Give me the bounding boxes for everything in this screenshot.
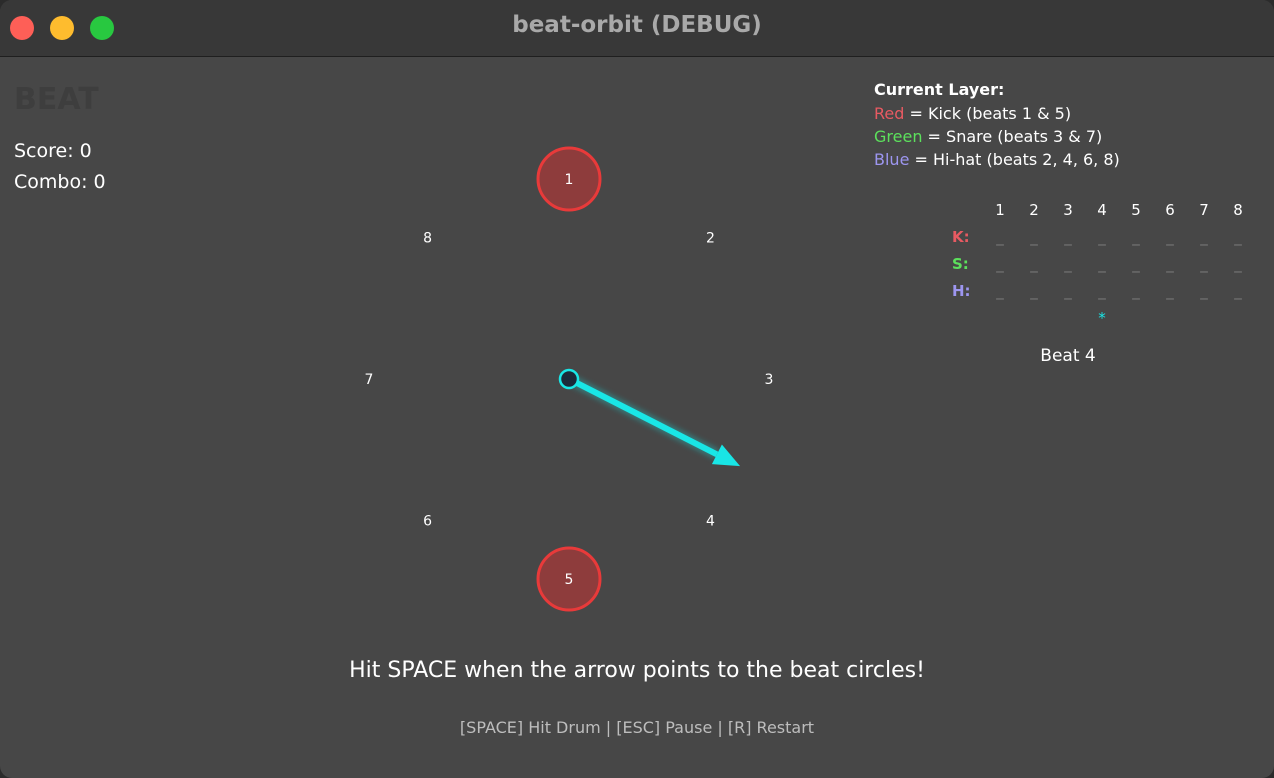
grid-cell: _ (1132, 228, 1140, 246)
grid-cell: _ (1200, 282, 1208, 300)
grid-cell: _ (996, 282, 1004, 300)
beat-number-label: 3 (765, 372, 774, 388)
beat-number-label: 1 (565, 172, 574, 188)
grid-cell: _ (1064, 228, 1072, 246)
current-beat-marker: * (1098, 309, 1106, 327)
grid-column-header: 4 (1097, 201, 1107, 219)
grid-cell: _ (996, 255, 1004, 273)
maximize-window-button[interactable] (90, 16, 114, 40)
orbit-arrow-shaft (567, 376, 719, 458)
grid-cell: _ (1234, 255, 1242, 273)
beat-number-label: 2 (706, 231, 715, 247)
grid-cell: _ (1166, 228, 1174, 246)
grid-cell: _ (1098, 255, 1106, 273)
legend-title: Current Layer: (874, 80, 1005, 99)
grid-cell: _ (1030, 228, 1038, 246)
grid-cell: _ (1098, 228, 1106, 246)
legend-item-hihat: Blue = Hi-hat (beats 2, 4, 6, 8) (874, 150, 1120, 169)
legend-text: = Kick (beats 1 & 5) (904, 104, 1072, 123)
combo-readout: Combo: 0 (14, 171, 106, 193)
grid-cell: _ (1064, 282, 1072, 300)
grid-row-label: S: (952, 255, 969, 273)
window-title: beat-orbit (DEBUG) (512, 12, 762, 38)
grid-cell: _ (1200, 228, 1208, 246)
beat-target-circle (536, 146, 602, 212)
grid-cell: _ (1166, 282, 1174, 300)
legend-color-word: Blue (874, 150, 910, 169)
grid-row-label: K: (952, 228, 970, 246)
legend-text: = Hi-hat (beats 2, 4, 6, 8) (909, 150, 1120, 169)
grid-cell: _ (1132, 255, 1140, 273)
grid-cell: _ (1132, 282, 1140, 300)
grid-cell: _ (1098, 282, 1106, 300)
grid-cell: _ (1030, 255, 1038, 273)
beat-number-label: 8 (423, 231, 432, 247)
grid-column-header: 2 (1029, 201, 1039, 219)
close-window-button[interactable] (10, 16, 34, 40)
grid-column-header: 3 (1063, 201, 1073, 219)
orbit-center-pivot (558, 368, 580, 390)
instruction-text: Hit SPACE when the arrow points to the b… (349, 658, 925, 683)
beat-number-label: 6 (423, 513, 432, 529)
grid-cell: _ (1234, 228, 1242, 246)
legend-item-snare: Green = Snare (beats 3 & 7) (874, 127, 1102, 146)
beat-target-circle (536, 546, 602, 612)
title-bar: beat-orbit (DEBUG) (0, 0, 1274, 57)
grid-cell: _ (1166, 255, 1174, 273)
grid-cell: _ (1200, 255, 1208, 273)
current-beat-label: Beat 4 (1040, 346, 1096, 366)
minimize-window-button[interactable] (50, 16, 74, 40)
beat-number-label: 5 (565, 572, 574, 588)
legend-color-word: Red (874, 104, 905, 123)
grid-cell: _ (1234, 282, 1242, 300)
orbit-arrow-head (711, 444, 741, 467)
grid-cell: _ (1064, 255, 1072, 273)
grid-column-header: 7 (1199, 201, 1209, 219)
grid-cell: _ (996, 228, 1004, 246)
score-readout: Score: 0 (14, 140, 92, 162)
legend-color-word: Green (874, 127, 923, 146)
beat-number-label: 7 (365, 372, 374, 388)
legend-text: = Snare (beats 3 & 7) (922, 127, 1103, 146)
controls-hint: [SPACE] Hit Drum | [ESC] Pause | [R] Res… (459, 718, 815, 737)
grid-row-label: H: (952, 282, 971, 300)
game-title: BEAT (14, 82, 99, 117)
grid-column-header: 5 (1131, 201, 1141, 219)
grid-column-header: 1 (995, 201, 1005, 219)
grid-column-header: 6 (1165, 201, 1175, 219)
grid-cell: _ (1030, 282, 1038, 300)
beat-number-label: 4 (706, 513, 715, 529)
grid-column-header: 8 (1233, 201, 1243, 219)
legend-item-kick: Red = Kick (beats 1 & 5) (874, 104, 1071, 123)
